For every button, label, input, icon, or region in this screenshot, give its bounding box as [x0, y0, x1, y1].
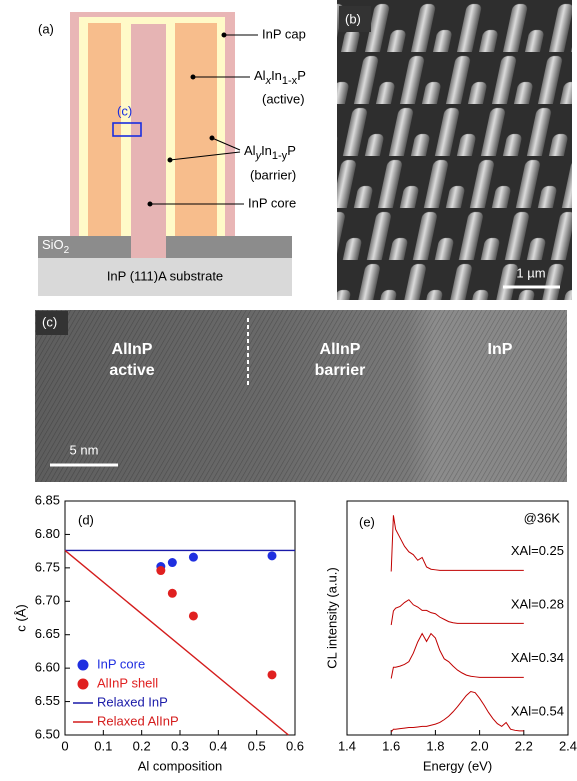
x-tick-label: 1.6	[382, 738, 400, 753]
y-axis-title: CL intensity (a.u.)	[324, 567, 339, 668]
x-tick-label: 0.1	[94, 738, 112, 753]
y-tick-label: 6.60	[35, 660, 60, 675]
series-label: XAl=0.28	[511, 596, 564, 611]
x-tick-label: 0.6	[286, 738, 304, 753]
spectrum	[391, 692, 524, 732]
legend-swatch	[78, 660, 89, 671]
x-tick-label: 0.2	[133, 738, 151, 753]
panel-label: (c)	[42, 314, 57, 329]
y-tick-label: 6.75	[35, 559, 60, 574]
annotation: @36K	[524, 510, 561, 525]
y-tick-label: 6.65	[35, 626, 60, 641]
core-label: InP core	[248, 195, 296, 210]
region-label: active	[109, 362, 154, 379]
point	[168, 558, 177, 567]
barrier-note: (barrier)	[250, 167, 296, 182]
y-tick-label: 6.70	[35, 593, 60, 608]
sem-photo	[337, 0, 572, 300]
x-tick-label: 1.8	[426, 738, 444, 753]
charts: 0 0.1 0.2 0.3 0.4 0.5 0.6 Al composition 6.50 6.5…	[13, 492, 577, 773]
panel-label: (e)	[359, 514, 375, 529]
x-tick-label: 0.5	[248, 738, 266, 753]
substrate-label: InP (111)A substrate	[107, 268, 223, 283]
point	[268, 670, 277, 679]
legend-label: InP core	[97, 656, 145, 671]
point	[189, 611, 198, 620]
region-label: (c)	[117, 103, 132, 118]
series-label: XAl=0.54	[511, 703, 564, 718]
active-label: AlxIn1-xP	[254, 68, 306, 86]
x-tick-label: 2.2	[515, 738, 533, 753]
active-note: (active)	[262, 91, 305, 106]
region-label: AlInP	[112, 341, 153, 358]
x-tick-label: 2.0	[471, 738, 489, 753]
point	[156, 566, 165, 575]
x-tick-label: 0.3	[171, 738, 189, 753]
legend-label: AlInP shell	[97, 675, 158, 690]
x-tick-label: 0	[61, 738, 68, 753]
x-tick-label: 2.4	[559, 738, 577, 753]
barrier-label: AlyIn1-yP	[244, 143, 296, 161]
legend-label: Relaxed InP	[97, 694, 168, 709]
y-tick-label: 6.85	[35, 492, 60, 507]
cap-label: InP cap	[262, 26, 306, 41]
point	[189, 553, 198, 562]
x-tick-label: 1.4	[338, 738, 356, 753]
region-label: InP	[488, 341, 513, 358]
spectrum	[391, 600, 524, 625]
region-label: barrier	[315, 362, 366, 379]
spectrum	[391, 634, 524, 679]
plot-frame	[347, 501, 568, 735]
x-axis-title: Al composition	[138, 758, 223, 773]
panel-label: (b)	[345, 11, 361, 26]
x-axis-title: Energy (eV)	[423, 758, 492, 773]
point	[268, 551, 277, 560]
x-tick-label: 0.4	[209, 738, 227, 753]
legend-swatch	[78, 679, 89, 690]
sem-image: (b) 1 µm	[337, 0, 572, 300]
lattice	[35, 310, 567, 482]
scale-label: 1 µm	[516, 265, 545, 280]
y-tick-label: 6.80	[35, 526, 60, 541]
y-tick-label: 6.55	[35, 693, 60, 708]
y-tick-label: 6.50	[35, 726, 60, 741]
y-axis-title: c (Å)	[13, 604, 28, 631]
schematic: (a) InP cap AlxIn1-xP (active) AlyIn1-yP…	[38, 12, 306, 296]
core	[131, 24, 166, 258]
series-label: XAl=0.25	[511, 543, 564, 558]
tem-image: (c) AlInP active AlInP barrier InP 5 nm	[35, 310, 567, 482]
legend-label: Relaxed AlInP	[97, 713, 179, 728]
panel-label: (a)	[38, 21, 54, 36]
spectrum	[391, 515, 524, 571]
panel-label: (d)	[78, 512, 94, 527]
scale-label: 5 nm	[70, 442, 99, 457]
region-label: AlInP	[320, 341, 361, 358]
point	[168, 589, 177, 598]
series-label: XAl=0.34	[511, 650, 564, 665]
figure: (a) InP cap AlxIn1-xP (active) AlyIn1-yP…	[0, 0, 577, 776]
